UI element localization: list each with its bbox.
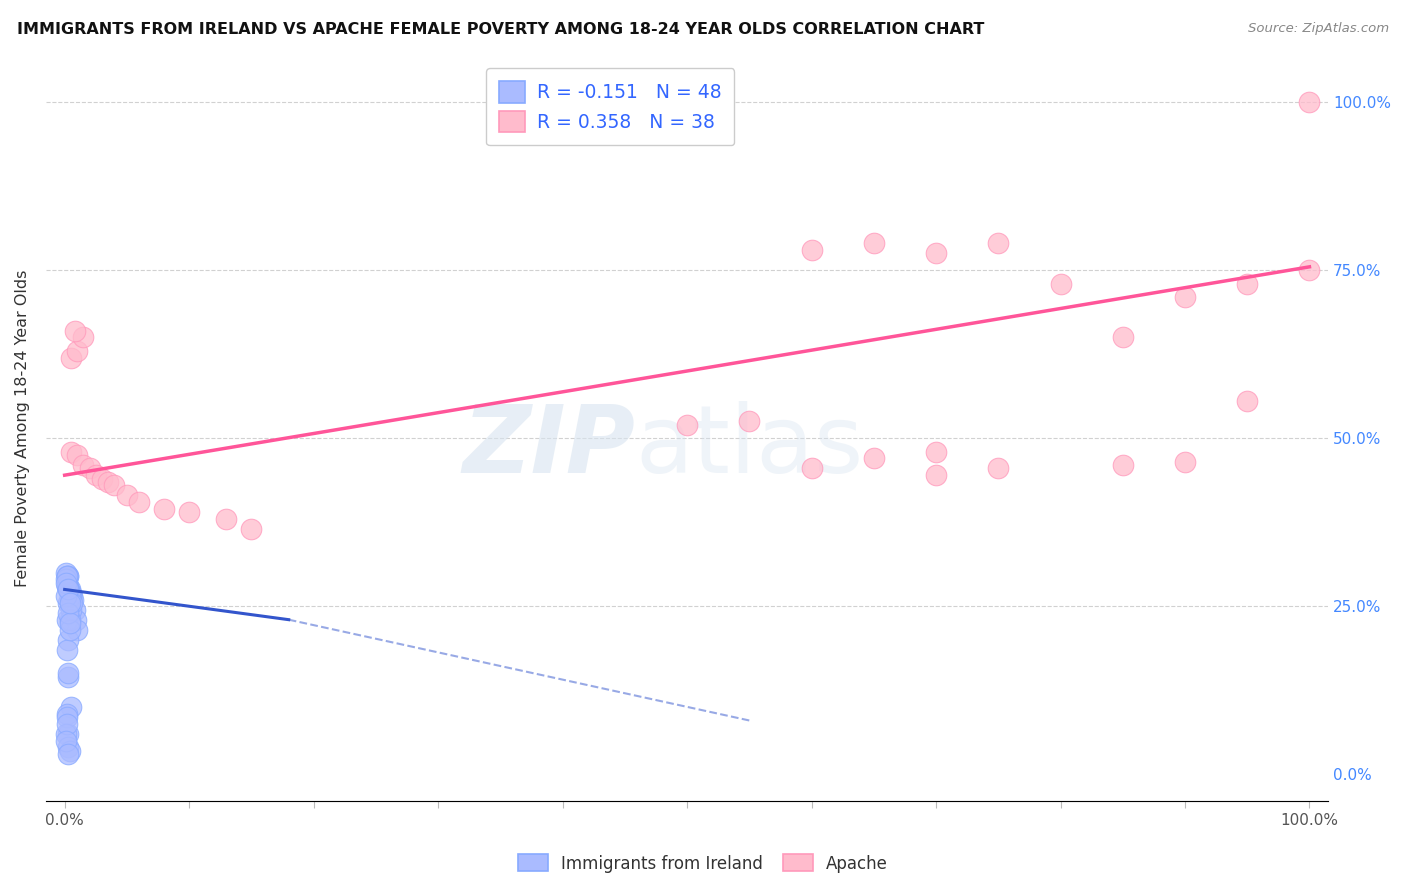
Point <box>56 716 79 731</box>
Point <box>56 710 79 724</box>
Point <box>58 582 80 597</box>
Point <box>56 706 79 721</box>
Point <box>59 589 82 603</box>
Point <box>59 613 82 627</box>
Point <box>72 330 94 344</box>
Point <box>59 602 82 616</box>
Point <box>58 569 80 583</box>
Point <box>55 575 77 590</box>
Point <box>59 589 82 603</box>
Point <box>800 243 823 257</box>
Point <box>63 324 86 338</box>
Point <box>56 579 79 593</box>
Point <box>79 461 101 475</box>
Point <box>738 414 761 428</box>
Point <box>59 623 82 637</box>
Point <box>55 733 77 747</box>
Point <box>925 444 948 458</box>
Point <box>56 613 79 627</box>
Point <box>66 448 89 462</box>
Point <box>58 632 80 647</box>
Point <box>925 468 948 483</box>
Text: ZIP: ZIP <box>463 401 636 492</box>
Point <box>60 589 83 603</box>
Point <box>97 475 120 489</box>
Point <box>59 589 82 603</box>
Point <box>987 461 1010 475</box>
Point <box>1112 458 1135 472</box>
Point <box>62 592 84 607</box>
Point <box>72 458 94 472</box>
Point <box>55 727 77 741</box>
Point <box>1174 290 1197 304</box>
Point <box>153 501 176 516</box>
Point <box>128 495 150 509</box>
Point <box>91 471 114 485</box>
Point <box>66 343 89 358</box>
Point <box>676 417 699 432</box>
Point <box>1298 263 1320 277</box>
Point <box>59 596 82 610</box>
Point <box>56 575 79 590</box>
Point <box>58 727 80 741</box>
Point <box>58 740 80 755</box>
Point <box>59 586 82 600</box>
Point <box>58 670 80 684</box>
Text: Source: ZipAtlas.com: Source: ZipAtlas.com <box>1249 22 1389 36</box>
Text: atlas: atlas <box>636 401 865 492</box>
Legend: Immigrants from Ireland, Apache: Immigrants from Ireland, Apache <box>512 847 894 880</box>
Point <box>59 700 82 714</box>
Point <box>56 569 79 583</box>
Point <box>66 623 89 637</box>
Legend: R = -0.151   N = 48, R = 0.358   N = 38: R = -0.151 N = 48, R = 0.358 N = 38 <box>486 69 734 145</box>
Point <box>1236 394 1258 409</box>
Point <box>65 613 87 627</box>
Point <box>58 569 80 583</box>
Point <box>59 615 82 630</box>
Point <box>862 236 884 251</box>
Point <box>55 572 77 586</box>
Point <box>58 582 80 597</box>
Point <box>59 744 82 758</box>
Point <box>63 602 86 616</box>
Point <box>58 606 80 620</box>
Point <box>115 488 138 502</box>
Point <box>215 512 238 526</box>
Point <box>58 747 80 761</box>
Point <box>56 569 79 583</box>
Point <box>55 566 77 580</box>
Point <box>56 643 79 657</box>
Point <box>1236 277 1258 291</box>
Point <box>58 596 80 610</box>
Point <box>800 461 823 475</box>
Point <box>58 579 80 593</box>
Point <box>1112 330 1135 344</box>
Point <box>1174 455 1197 469</box>
Point <box>58 666 80 681</box>
Y-axis label: Female Poverty Among 18-24 Year Olds: Female Poverty Among 18-24 Year Olds <box>15 269 30 587</box>
Point <box>987 236 1010 251</box>
Point <box>59 586 82 600</box>
Point <box>925 246 948 260</box>
Point <box>60 596 83 610</box>
Point <box>862 451 884 466</box>
Point <box>1049 277 1071 291</box>
Point <box>55 589 77 603</box>
Point <box>59 444 82 458</box>
Point <box>59 351 82 365</box>
Point <box>240 522 263 536</box>
Text: IMMIGRANTS FROM IRELAND VS APACHE FEMALE POVERTY AMONG 18-24 YEAR OLDS CORRELATI: IMMIGRANTS FROM IRELAND VS APACHE FEMALE… <box>17 22 984 37</box>
Point <box>1298 95 1320 110</box>
Point <box>56 579 79 593</box>
Point <box>179 505 201 519</box>
Point <box>84 468 107 483</box>
Point <box>103 478 125 492</box>
Point <box>59 582 82 597</box>
